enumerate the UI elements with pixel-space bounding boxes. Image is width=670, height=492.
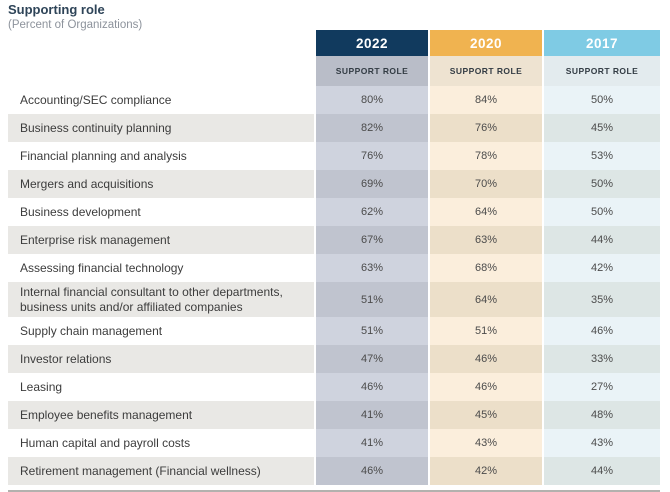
value-cell-2022: 62% (316, 198, 428, 226)
row-label: Business development (8, 198, 314, 226)
table-row: Enterprise risk management 67% 63% 44% (8, 226, 660, 254)
value-cell-2020: 70% (430, 170, 542, 198)
year-header-2020: 2020 (430, 30, 542, 56)
row-label: Employee benefits management (8, 401, 314, 430)
value-cell-2020: 46% (430, 345, 542, 374)
row-label: Supply chain management (8, 317, 314, 346)
table-row: Mergers and acquisitions 69% 70% 50% (8, 170, 660, 198)
subheader-2017: SUPPORT ROLE (544, 56, 660, 86)
value-cell-2022: 51% (316, 317, 428, 346)
value-cell-2017: 42% (544, 254, 660, 282)
value-cell-2022: 51% (316, 282, 428, 318)
value-cell-2017: 33% (544, 345, 660, 374)
value-cell-2017: 53% (544, 142, 660, 170)
row-label: Retirement management (Financial wellnes… (8, 457, 314, 486)
title-block: Supporting role (Percent of Organization… (8, 2, 143, 33)
value-cell-2017: 43% (544, 429, 660, 458)
value-cell-2022: 69% (316, 170, 428, 198)
subheader-2020: SUPPORT ROLE (430, 56, 542, 86)
year-header-2017: 2017 (544, 30, 660, 56)
value-cell-2020: 42% (430, 457, 542, 486)
table-row: Employee benefits management 41% 45% 48% (8, 401, 660, 430)
table-row: Business continuity planning 82% 76% 45% (8, 114, 660, 142)
value-cell-2017: 50% (544, 86, 660, 114)
value-cell-2017: 45% (544, 114, 660, 142)
value-cell-2022: 41% (316, 401, 428, 430)
value-cell-2022: 82% (316, 114, 428, 142)
value-cell-2017: 27% (544, 373, 660, 402)
table-row: Supply chain management 51% 51% 46% (8, 317, 660, 346)
year-header-2022: 2022 (316, 30, 428, 56)
value-cell-2020: 64% (430, 198, 542, 226)
subheader-row: SUPPORT ROLE SUPPORT ROLE SUPPORT ROLE (8, 56, 660, 86)
table-row: Business development 62% 64% 50% (8, 198, 660, 226)
table-row: Accounting/SEC compliance 80% 84% 50% (8, 86, 660, 114)
value-cell-2017: 44% (544, 226, 660, 254)
row-label: Mergers and acquisitions (8, 170, 314, 198)
table-bottom-rule (8, 490, 660, 492)
value-cell-2017: 50% (544, 170, 660, 198)
table-row: Financial planning and analysis 76% 78% 53% (8, 142, 660, 170)
table-row: Internal financial consultant to other d… (8, 282, 660, 318)
row-label: Assessing financial technology (8, 254, 314, 282)
value-cell-2022: 41% (316, 429, 428, 458)
year-header-row: 2022 2020 2017 (8, 30, 660, 56)
subheader-spacer (8, 56, 314, 86)
value-cell-2017: 48% (544, 401, 660, 430)
row-label: Leasing (8, 373, 314, 402)
value-cell-2020: 45% (430, 401, 542, 430)
row-label: Financial planning and analysis (8, 142, 314, 170)
value-cell-2022: 76% (316, 142, 428, 170)
value-cell-2017: 35% (544, 282, 660, 318)
figure-title: Supporting role (8, 2, 105, 17)
table-row: Assessing financial technology 63% 68% 42% (8, 254, 660, 282)
row-label: Investor relations (8, 345, 314, 374)
supporting-role-table: 2022 2020 2017 SUPPORT ROLE SUPPORT ROLE… (8, 30, 660, 492)
row-label: Business continuity planning (8, 114, 314, 142)
value-cell-2020: 63% (430, 226, 542, 254)
table-row: Investor relations 47% 46% 33% (8, 345, 660, 374)
value-cell-2022: 46% (316, 373, 428, 402)
value-cell-2020: 84% (430, 86, 542, 114)
value-cell-2020: 64% (430, 282, 542, 318)
value-cell-2022: 46% (316, 457, 428, 486)
value-cell-2020: 76% (430, 114, 542, 142)
value-cell-2020: 51% (430, 317, 542, 346)
row-label: Internal financial consultant to other d… (8, 282, 314, 318)
row-label: Human capital and payroll costs (8, 429, 314, 458)
table-body: Accounting/SEC compliance 80% 84% 50% Busine… (8, 86, 660, 486)
value-cell-2017: 50% (544, 198, 660, 226)
header-spacer (8, 30, 314, 56)
value-cell-2017: 44% (544, 457, 660, 486)
value-cell-2020: 78% (430, 142, 542, 170)
value-cell-2020: 46% (430, 373, 542, 402)
value-cell-2022: 80% (316, 86, 428, 114)
value-cell-2022: 47% (316, 345, 428, 374)
table-row: Human capital and payroll costs 41% 43% 43% (8, 429, 660, 458)
subheader-2022: SUPPORT ROLE (316, 56, 428, 86)
value-cell-2022: 63% (316, 254, 428, 282)
figure-subtitle: (Percent of Organizations) (8, 18, 143, 31)
row-label: Accounting/SEC compliance (8, 86, 314, 114)
value-cell-2022: 67% (316, 226, 428, 254)
row-label: Enterprise risk management (8, 226, 314, 254)
table-row: Leasing 46% 46% 27% (8, 373, 660, 402)
table-row: Retirement management (Financial wellnes… (8, 457, 660, 486)
value-cell-2020: 43% (430, 429, 542, 458)
value-cell-2020: 68% (430, 254, 542, 282)
value-cell-2017: 46% (544, 317, 660, 346)
